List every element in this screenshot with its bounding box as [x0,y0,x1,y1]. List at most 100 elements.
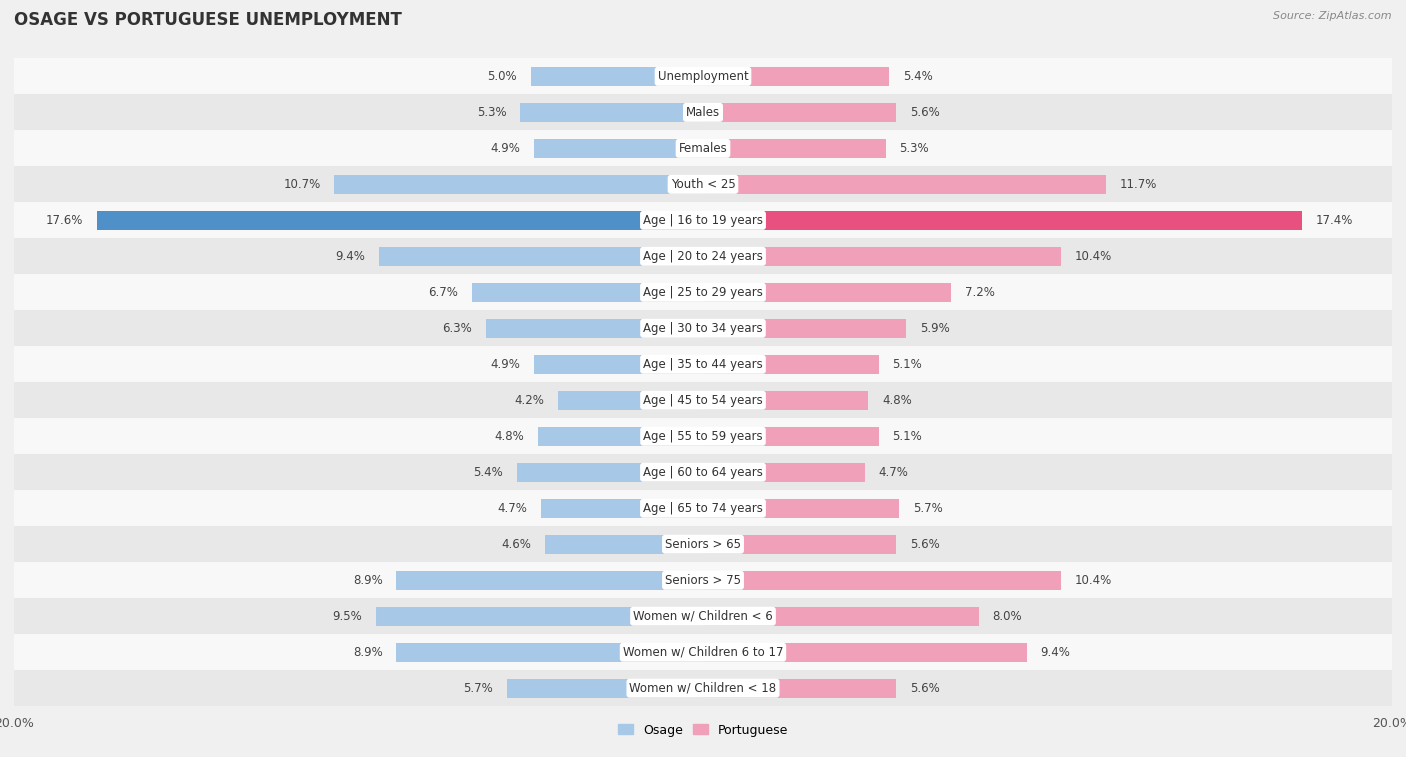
Text: 8.0%: 8.0% [993,609,1022,623]
Text: 8.9%: 8.9% [353,574,382,587]
Bar [703,139,886,157]
Bar [703,463,865,481]
Bar [14,95,1392,130]
Bar [703,67,889,86]
Text: 4.7%: 4.7% [879,466,908,478]
Text: 6.3%: 6.3% [443,322,472,335]
Bar [14,454,1392,491]
Text: 5.3%: 5.3% [477,106,506,119]
Text: Females: Females [679,142,727,155]
Text: Seniors > 65: Seniors > 65 [665,537,741,551]
Bar [14,346,1392,382]
Text: Age | 30 to 34 years: Age | 30 to 34 years [643,322,763,335]
Text: 5.9%: 5.9% [920,322,950,335]
Text: 5.6%: 5.6% [910,682,939,695]
Text: OSAGE VS PORTUGUESE UNEMPLOYMENT: OSAGE VS PORTUGUESE UNEMPLOYMENT [14,11,402,30]
Bar [703,175,1107,194]
Bar [517,463,703,481]
Bar [14,526,1392,562]
Bar [703,391,869,410]
Text: 8.9%: 8.9% [353,646,382,659]
Bar [14,562,1392,598]
Text: 11.7%: 11.7% [1119,178,1157,191]
Bar [14,58,1392,95]
Text: Women w/ Children 6 to 17: Women w/ Children 6 to 17 [623,646,783,659]
Text: 9.5%: 9.5% [332,609,361,623]
Text: Age | 45 to 54 years: Age | 45 to 54 years [643,394,763,407]
Bar [537,427,703,446]
Bar [14,167,1392,202]
Bar [375,607,703,625]
Bar [486,319,703,338]
Text: 9.4%: 9.4% [1040,646,1070,659]
Bar [703,355,879,374]
Bar [472,283,703,302]
Text: 5.3%: 5.3% [900,142,929,155]
Bar [703,319,907,338]
Text: 17.6%: 17.6% [45,213,83,227]
Text: Seniors > 75: Seniors > 75 [665,574,741,587]
Bar [703,571,1062,590]
Text: 4.9%: 4.9% [491,358,520,371]
Text: Women w/ Children < 6: Women w/ Children < 6 [633,609,773,623]
Text: 9.4%: 9.4% [336,250,366,263]
Text: 5.6%: 5.6% [910,537,939,551]
Bar [14,130,1392,167]
Text: 5.1%: 5.1% [893,430,922,443]
Bar [335,175,703,194]
Bar [703,427,879,446]
Text: Age | 35 to 44 years: Age | 35 to 44 years [643,358,763,371]
Bar [14,202,1392,238]
Text: 7.2%: 7.2% [965,286,994,299]
Text: 17.4%: 17.4% [1316,213,1354,227]
Bar [703,283,950,302]
Bar [534,355,703,374]
Bar [703,643,1026,662]
Bar [97,211,703,229]
Text: 5.4%: 5.4% [903,70,932,83]
Bar [703,607,979,625]
Text: 5.1%: 5.1% [893,358,922,371]
Text: Youth < 25: Youth < 25 [671,178,735,191]
Bar [14,238,1392,274]
Bar [14,491,1392,526]
Text: 6.7%: 6.7% [429,286,458,299]
Bar [531,67,703,86]
Bar [506,679,703,697]
Text: 4.8%: 4.8% [494,430,524,443]
Text: 5.7%: 5.7% [912,502,943,515]
Text: 10.4%: 10.4% [1076,574,1112,587]
Text: Age | 60 to 64 years: Age | 60 to 64 years [643,466,763,478]
Bar [14,598,1392,634]
Text: 4.9%: 4.9% [491,142,520,155]
Text: 4.6%: 4.6% [501,537,531,551]
Bar [396,571,703,590]
Text: Age | 25 to 29 years: Age | 25 to 29 years [643,286,763,299]
Bar [14,419,1392,454]
Bar [14,274,1392,310]
Text: Males: Males [686,106,720,119]
Text: 5.6%: 5.6% [910,106,939,119]
Text: Unemployment: Unemployment [658,70,748,83]
Text: 4.8%: 4.8% [882,394,912,407]
Bar [14,310,1392,346]
Text: Age | 16 to 19 years: Age | 16 to 19 years [643,213,763,227]
Text: 10.7%: 10.7% [284,178,321,191]
Bar [558,391,703,410]
Text: Age | 20 to 24 years: Age | 20 to 24 years [643,250,763,263]
Text: Source: ZipAtlas.com: Source: ZipAtlas.com [1274,11,1392,21]
Bar [703,211,1302,229]
Text: Age | 55 to 59 years: Age | 55 to 59 years [643,430,763,443]
Bar [534,139,703,157]
Bar [703,247,1062,266]
Text: 5.0%: 5.0% [488,70,517,83]
Text: 4.2%: 4.2% [515,394,544,407]
Bar [703,103,896,122]
Bar [14,382,1392,419]
Text: 4.7%: 4.7% [498,502,527,515]
Bar [14,634,1392,670]
Bar [520,103,703,122]
Bar [703,499,900,518]
Text: 10.4%: 10.4% [1076,250,1112,263]
Bar [544,535,703,553]
